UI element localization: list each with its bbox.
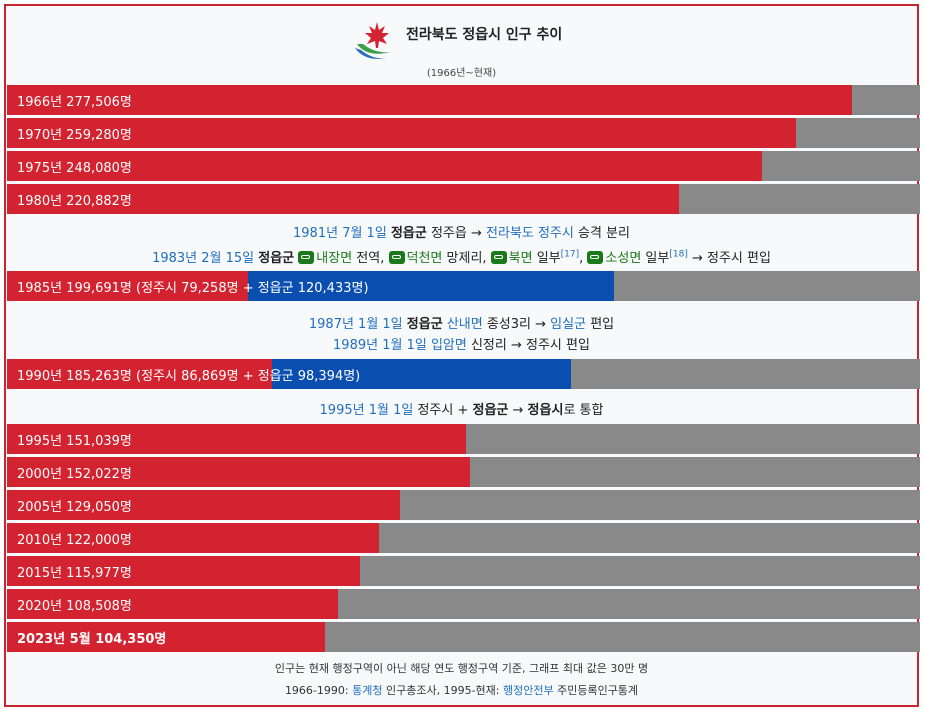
note-1987: 1987년 1월 1일 정읍군 산내면 종성3리 → 임실군 편입 [308, 317, 615, 332]
population-bar-label: 1980년 220,882명 [17, 194, 132, 209]
population-bar: 2020년 108,508명 [7, 589, 920, 619]
population-bar-label: 2010년 122,000명 [17, 533, 132, 548]
population-bar-label: 2000년 152,022명 [17, 467, 132, 482]
bukmyeon-link[interactable]: 북면 [508, 251, 533, 266]
region-link-icon [388, 251, 405, 264]
population-bar-fill [7, 457, 470, 487]
population-bar-county-fill [272, 359, 571, 389]
population-bar-label: 1975년 248,080명 [17, 161, 132, 176]
date-link-1983[interactable]: 1983년 2월 15일 [152, 251, 255, 266]
population-bar-fill [7, 151, 762, 181]
population-bar-fill [7, 589, 338, 619]
infobox-title: 전라북도 정읍시 인구 추이 [406, 27, 563, 43]
jeonju-city-link[interactable]: 전라북도 정주시 [486, 226, 574, 241]
population-bar: 1975년 248,080명 [7, 151, 920, 181]
infobox-subtitle: (1966년~현재) [426, 68, 497, 79]
sannae-link[interactable]: 산내면 [446, 317, 483, 332]
population-bar-label: 2023년 5월 104,350명 [17, 632, 167, 647]
population-bar-label: 1995년 151,039명 [17, 434, 132, 449]
naejang-link[interactable]: 내장면 [316, 251, 353, 266]
population-bar: 1995년 151,039명 [7, 424, 920, 454]
infobox-header: 전라북도 정읍시 인구 추이 (1966년~현재) [6, 6, 917, 86]
population-bar: 1980년 220,882명 [7, 184, 920, 214]
population-bar-label: 2005년 129,050명 [17, 500, 132, 515]
population-bar-fill [7, 490, 400, 520]
region-link-icon [298, 251, 315, 264]
population-bar-label: 2020년 108,508명 [17, 599, 132, 614]
date-link-1989[interactable]: 1989년 1월 1일 [333, 338, 427, 353]
population-bar-county-fill [248, 271, 614, 301]
population-bar-fill [7, 184, 679, 214]
population-bar: 2000년 152,022명 [7, 457, 920, 487]
population-bar: 2010년 122,000명 [7, 523, 920, 553]
deokcheon-link[interactable]: 덕천면 [406, 251, 443, 266]
jeongeup-emblem-icon [355, 22, 391, 59]
imsil-link[interactable]: 임실군 [550, 317, 587, 332]
region-link-icon [490, 251, 507, 264]
ibam-link[interactable]: 입암면 [430, 338, 467, 353]
population-bar-fill [7, 622, 325, 652]
reference-18[interactable]: [18] [669, 249, 688, 260]
region-link-icon [587, 251, 604, 264]
note-1995: 1995년 1월 1일 정주시 + 정읍군 → 정읍시로 통합 [319, 403, 604, 418]
statistics-korea-link[interactable]: 통계청 [352, 684, 383, 697]
population-bar-label: 1970년 259,280명 [17, 128, 132, 143]
population-bar-label: 2015년 115,977명 [17, 566, 132, 581]
population-bar-fill [7, 85, 852, 115]
soseong-link[interactable]: 소성면 [605, 251, 642, 266]
population-bar: 1990년 185,263명 (정주시 86,869명 + 정읍군 98,394… [7, 359, 920, 389]
population-bar-fill [7, 359, 272, 389]
population-bar: 1970년 259,280명 [7, 118, 920, 148]
population-bar-fill [7, 118, 796, 148]
population-bar: 1966년 277,506명 [7, 85, 920, 115]
footer-note: 인구는 현재 행정구역이 아닌 해당 연도 행정구역 기준, 그래프 최대 값은… [274, 662, 649, 675]
population-bar: 1985년 199,691명 (정주시 79,258명 + 정읍군 120,43… [7, 271, 920, 301]
date-link-1987[interactable]: 1987년 1월 1일 [308, 317, 403, 332]
note-1989: 1989년 1월 1일 입암면 신정리 → 정주시 편입 [333, 338, 590, 353]
population-bar: 2015년 115,977명 [7, 556, 920, 586]
population-bar: 2005년 129,050명 [7, 490, 920, 520]
note-1983: 1983년 2월 15일 정읍군 내장면 전역, 덕천면 망제리, 북면 일부[… [152, 249, 771, 266]
mois-link[interactable]: 행정안전부 [502, 684, 554, 697]
population-bar-fill [7, 523, 379, 553]
population-bar-label: 1985년 199,691명 (정주시 79,258명 + 정읍군 120,43… [17, 281, 369, 296]
note-1981: 1981년 7월 1일 정읍군 정주읍 → 전라북도 정주시 승격 분리 [293, 226, 630, 241]
date-link-1981[interactable]: 1981년 7월 1일 [293, 226, 387, 241]
footer-sources: 1966-1990: 통계청 인구총조사, 1995-현재: 행정안전부 주민등… [284, 684, 639, 697]
population-bar-label: 1966년 277,506명 [17, 95, 132, 110]
population-bar-fill [7, 424, 466, 454]
population-infobox: 전라북도 정읍시 인구 추이 (1966년~현재) 1966년 277,506명… [4, 4, 920, 707]
population-bar-fill [7, 271, 248, 301]
population-bar-fill [7, 556, 360, 586]
date-link-1995[interactable]: 1995년 1월 1일 [319, 403, 414, 418]
population-bar: 2023년 5월 104,350명 [7, 622, 920, 652]
population-bar-label: 1990년 185,263명 (정주시 86,869명 + 정읍군 98,394… [17, 369, 361, 384]
reference-17[interactable]: [17] [560, 249, 580, 260]
